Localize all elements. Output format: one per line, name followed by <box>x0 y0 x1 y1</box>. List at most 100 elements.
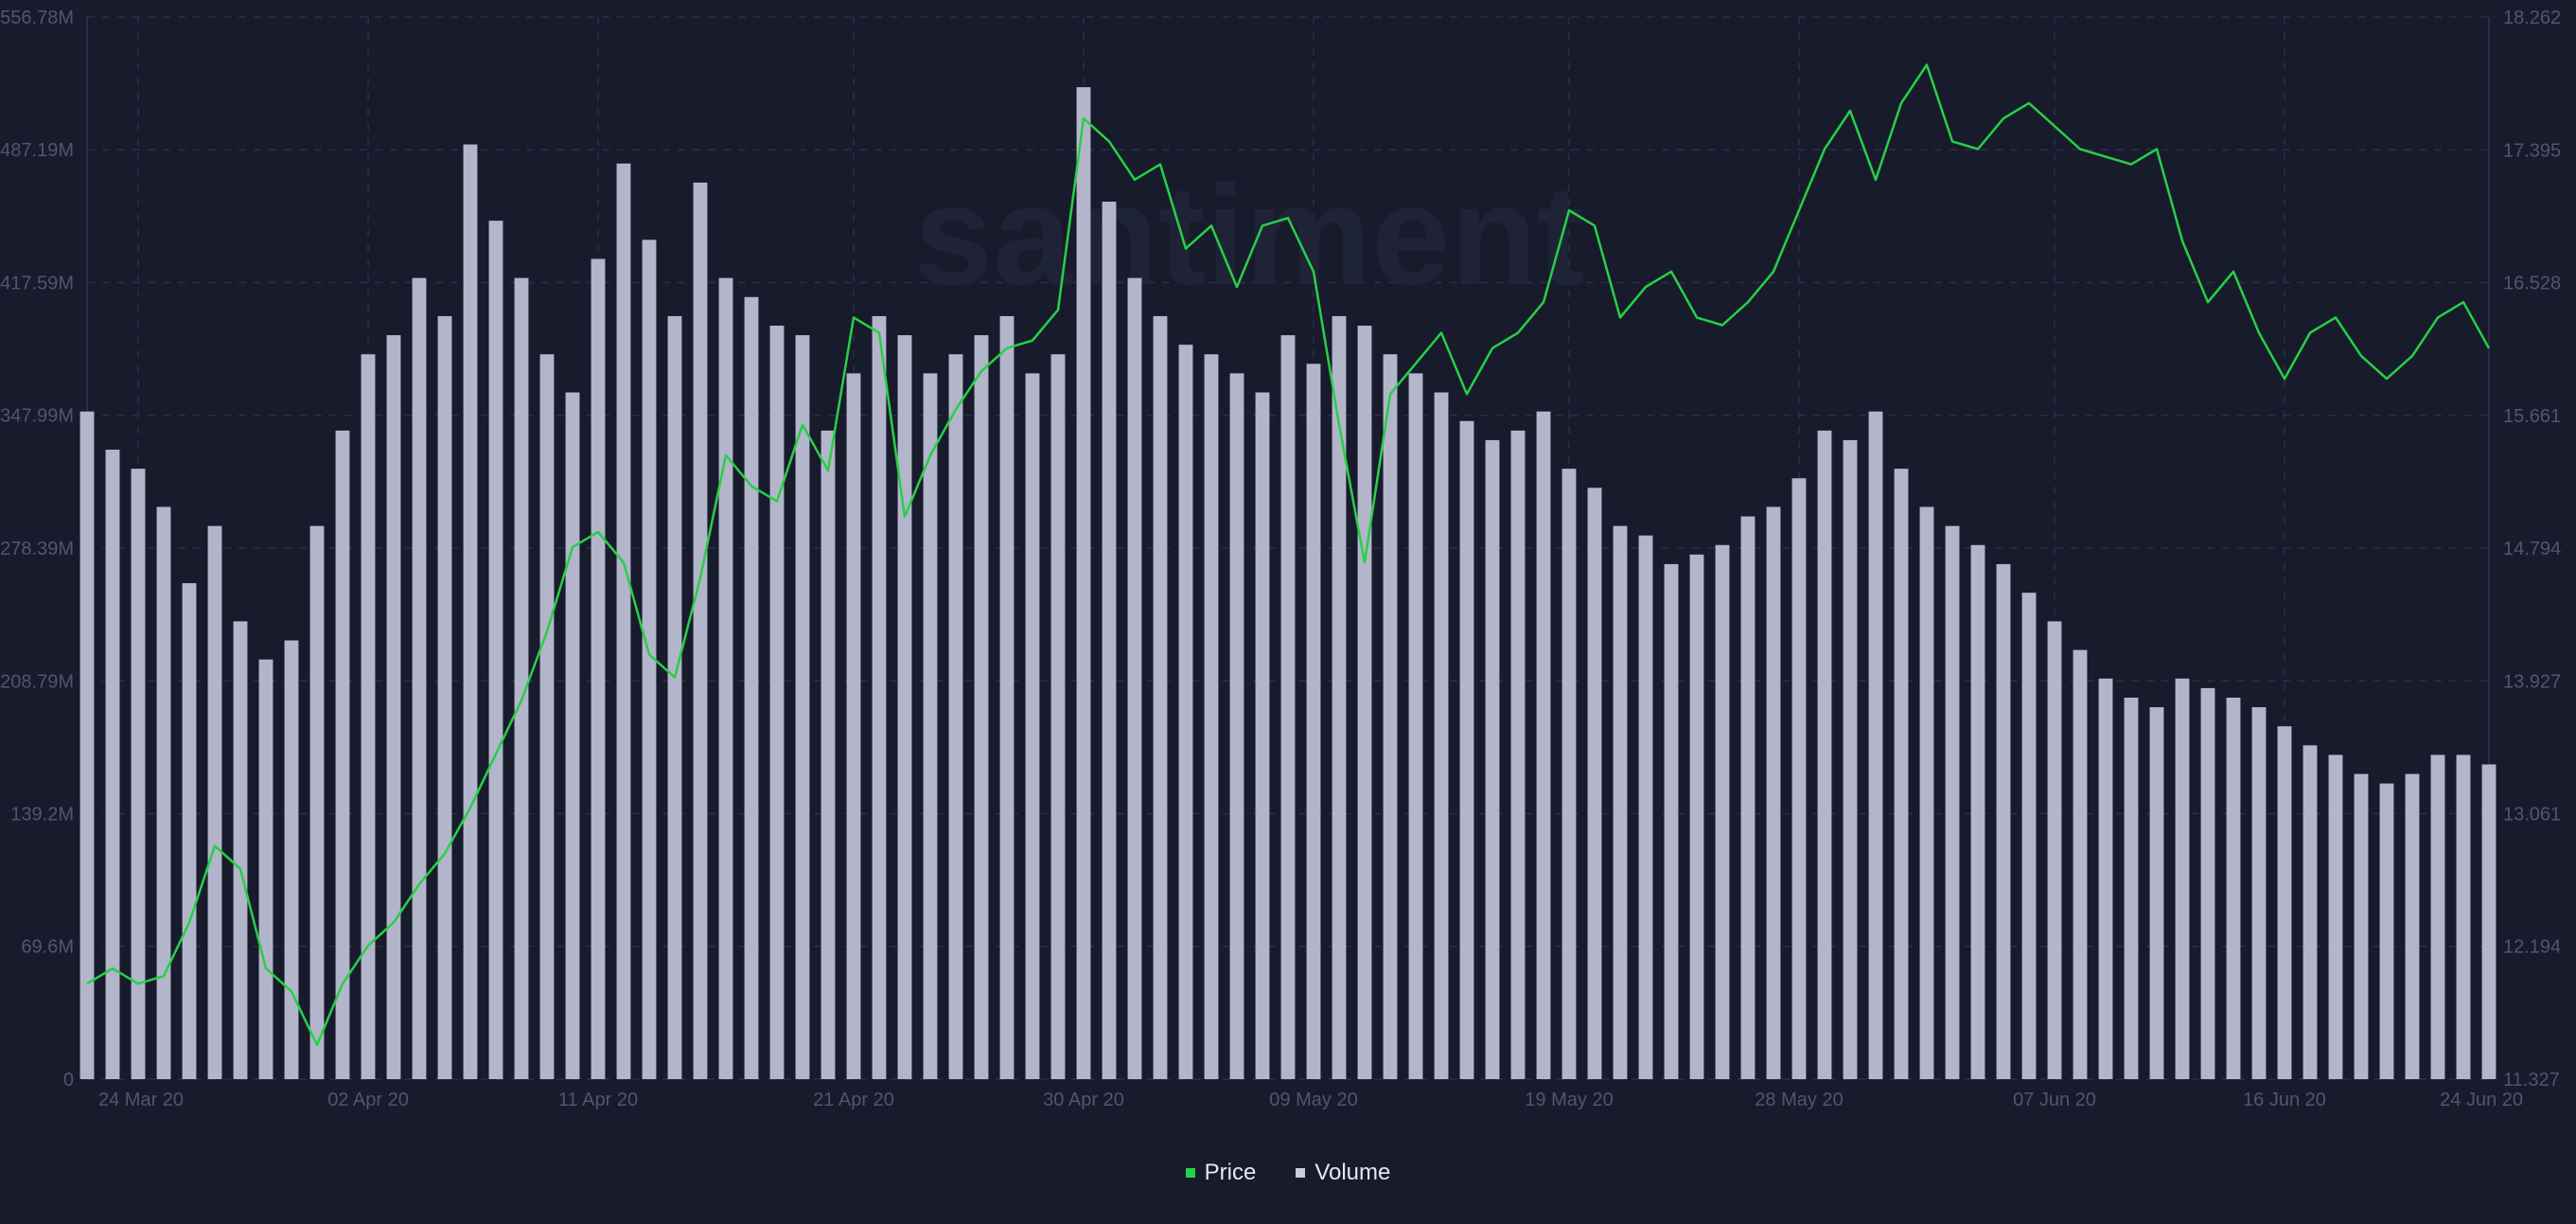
volume-bar <box>1179 345 1193 1079</box>
y-right-tick-label: 12.194 <box>2503 937 2561 958</box>
volume-bar <box>1767 506 1781 1079</box>
volume-bar <box>1358 326 1372 1079</box>
volume-bar <box>1077 87 1091 1079</box>
volume-bar <box>1537 412 1551 1079</box>
volume-bar <box>1256 393 1270 1079</box>
volume-bar <box>1384 354 1398 1079</box>
price-swatch-icon <box>1186 1168 1195 1178</box>
volume-bar <box>745 297 759 1079</box>
volume-bar <box>1895 469 1909 1079</box>
volume-bar <box>438 316 452 1079</box>
x-axis: 24 Mar 20 02 Apr 20 11 Apr 20 21 Apr 20 30 A… <box>98 1090 2523 1110</box>
volume-bar <box>157 506 171 1079</box>
x-tick-label: 16 Jun 20 <box>2243 1090 2326 1110</box>
volume-bar <box>2022 593 2037 1079</box>
volume-bar <box>821 431 836 1079</box>
y-right-tick-label: 16.528 <box>2503 274 2561 294</box>
volume-bar <box>362 354 376 1079</box>
volume-bar <box>1818 431 1832 1079</box>
volume-bar <box>617 164 631 1079</box>
volume-bar <box>132 469 146 1079</box>
volume-bar <box>515 278 529 1079</box>
volume-swatch-icon <box>1296 1168 1305 1178</box>
volume-bar <box>796 335 810 1079</box>
y-left-tick-label: 208.79M <box>0 671 74 692</box>
volume-bar <box>1205 354 1219 1079</box>
volume-bar <box>566 393 580 1079</box>
y-left-tick-label: 0 <box>63 1070 74 1091</box>
volume-bar <box>2431 754 2445 1079</box>
legend: Price Volume <box>0 1160 2576 1186</box>
volume-bar <box>1154 316 1168 1079</box>
volume-bar <box>2482 764 2497 1079</box>
volume-bar <box>2303 745 2318 1079</box>
volume-bar <box>591 258 606 1079</box>
volume-bar <box>285 641 299 1079</box>
volume-bar <box>1128 278 1142 1079</box>
volume-bar <box>1409 373 1423 1079</box>
volume-bar <box>668 316 682 1079</box>
volume-bar <box>310 526 325 1079</box>
x-tick-label: 30 Apr 20 <box>1043 1090 1124 1110</box>
y-left-tick-label: 69.6M <box>21 937 74 958</box>
volume-bar <box>847 373 861 1079</box>
volume-bar <box>106 450 120 1079</box>
volume-bar <box>2073 650 2088 1079</box>
volume-bar <box>1997 564 2011 1079</box>
x-tick-label: 09 May 20 <box>1269 1090 1357 1110</box>
x-tick-label: 28 May 20 <box>1755 1090 1843 1110</box>
volume-bar <box>1741 517 1756 1079</box>
volume-bar <box>2099 679 2113 1079</box>
x-tick-label: 02 Apr 20 <box>327 1090 409 1110</box>
volume-bar <box>2125 698 2139 1079</box>
volume-bar <box>2355 774 2369 1079</box>
volume-bar <box>2406 774 2420 1079</box>
x-tick-label: 07 Jun 20 <box>2013 1090 2096 1110</box>
legend-item-price[interactable]: Price <box>1186 1160 1257 1186</box>
volume-bar <box>1588 488 1602 1079</box>
volume-bar <box>873 316 887 1079</box>
volume-bar <box>234 621 248 1079</box>
y-right-tick-label: 17.395 <box>2503 140 2561 161</box>
x-tick-label: 11 Apr 20 <box>558 1090 638 1110</box>
volume-bar <box>1511 431 1526 1079</box>
x-tick-label: 19 May 20 <box>1525 1090 1613 1110</box>
volume-bar <box>1971 545 1985 1079</box>
y-axis-right: 11.32712.19413.06113.92714.79415.66116.5… <box>2503 8 2561 1091</box>
volume-bar <box>2457 754 2471 1079</box>
volume-bar <box>80 412 95 1079</box>
volume-bar <box>770 326 785 1079</box>
volume-bar <box>1230 373 1244 1079</box>
volume-bar <box>464 145 478 1079</box>
volume-bar <box>1716 545 1730 1079</box>
legend-label-price: Price <box>1205 1160 1257 1186</box>
volume-bar <box>208 526 222 1079</box>
x-tick-label: 24 Mar 20 <box>98 1090 184 1110</box>
y-left-tick-label: 487.19M <box>0 140 74 161</box>
volume-bar <box>2252 707 2267 1079</box>
volume-bar <box>1869 412 1883 1079</box>
legend-item-volume[interactable]: Volume <box>1296 1160 1390 1186</box>
volume-bar <box>413 278 427 1079</box>
volume-bar <box>1792 478 1807 1079</box>
x-tick-label: 21 Apr 20 <box>813 1090 894 1110</box>
volume-bar <box>975 335 989 1079</box>
y-left-tick-label: 139.2M <box>10 804 74 825</box>
volume-bar <box>1946 526 1960 1079</box>
y-left-tick-label: 278.39M <box>0 539 74 559</box>
volume-bar <box>1000 316 1015 1079</box>
volume-bar <box>924 373 938 1079</box>
y-axis-left: 0 69.6M 139.2M 208.79M 278.39M 347.99M 417.59M… <box>0 8 74 1091</box>
y-left-tick-label: 347.99M <box>0 406 74 427</box>
volume-bar <box>1051 354 1066 1079</box>
x-tick-label: 24 Jun 20 <box>2440 1090 2523 1110</box>
volume-bar <box>2278 726 2292 1079</box>
volume-bar <box>1844 440 1858 1079</box>
volume-bar <box>1690 555 1704 1079</box>
y-left-tick-label: 417.59M <box>0 273 74 293</box>
volume-bar <box>183 583 197 1079</box>
volume-bar <box>540 354 555 1079</box>
volume-bar <box>1307 364 1321 1079</box>
